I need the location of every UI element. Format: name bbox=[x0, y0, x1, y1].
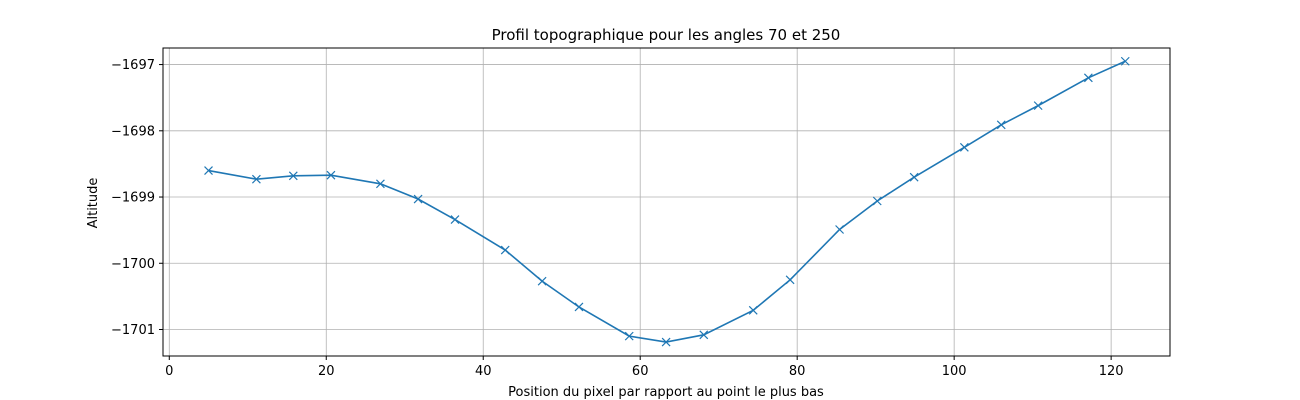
data-point-marker bbox=[251, 174, 261, 184]
x-tick-label: 20 bbox=[318, 364, 335, 379]
y-tick-label: −1701 bbox=[111, 323, 155, 338]
plot-frame bbox=[162, 47, 1171, 357]
x-tick-label: 60 bbox=[632, 364, 649, 379]
data-point-marker bbox=[375, 179, 385, 189]
series-line bbox=[208, 60, 1126, 343]
y-tick-label: −1700 bbox=[111, 257, 155, 272]
data-point-marker bbox=[574, 302, 584, 312]
y-tick-label: −1697 bbox=[111, 58, 155, 73]
axis-ticks: 0 20 40 60 80 100 120 −1701 −1700 −1699 −1698 −1697 bbox=[111, 58, 1124, 379]
data-point-marker bbox=[661, 337, 671, 347]
data-point-marker bbox=[959, 142, 969, 152]
data-point-marker bbox=[1033, 101, 1043, 111]
x-tick-label: 100 bbox=[942, 364, 967, 379]
data-point-marker bbox=[326, 170, 336, 180]
x-tick-label: 80 bbox=[789, 364, 806, 379]
data-point-marker bbox=[909, 172, 919, 182]
data-series bbox=[204, 56, 1130, 347]
y-tick-label: −1699 bbox=[111, 191, 155, 206]
y-axis-label: Altitude bbox=[86, 178, 101, 229]
data-point-marker bbox=[624, 331, 634, 341]
data-point-marker bbox=[204, 166, 213, 175]
data-point-marker bbox=[1120, 56, 1130, 66]
data-point-marker bbox=[748, 305, 758, 315]
data-point-marker bbox=[450, 215, 460, 224]
data-point-marker bbox=[996, 120, 1006, 130]
data-point-marker bbox=[288, 171, 298, 181]
data-point-marker bbox=[537, 276, 547, 286]
data-point-marker bbox=[500, 245, 510, 255]
x-tick-label: 0 bbox=[165, 364, 173, 379]
y-tick-label: −1698 bbox=[111, 124, 155, 139]
x-tick-label: 120 bbox=[1099, 364, 1124, 379]
x-axis-label: Position du pixel par rapport au point l… bbox=[508, 385, 824, 400]
chart-title: Profil topographique pour les angles 70 … bbox=[492, 26, 841, 44]
grid-lines bbox=[163, 48, 1170, 356]
data-point-marker bbox=[835, 225, 844, 234]
data-point-marker bbox=[413, 194, 423, 204]
data-point-marker bbox=[785, 275, 795, 285]
data-point-marker bbox=[699, 330, 709, 340]
data-point-marker bbox=[1083, 73, 1093, 83]
x-tick-label: 40 bbox=[475, 364, 492, 379]
data-point-marker bbox=[872, 196, 882, 206]
